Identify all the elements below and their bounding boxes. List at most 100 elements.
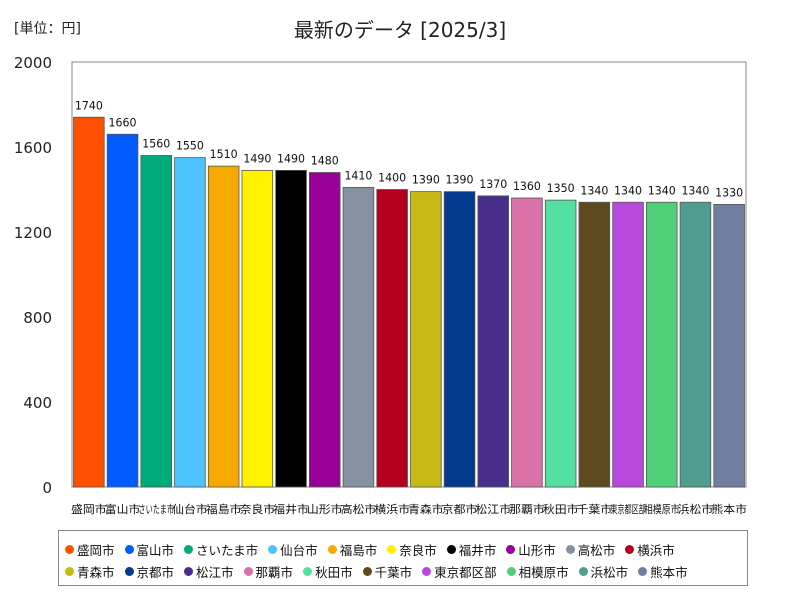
bar — [376, 189, 408, 488]
legend-label: 福井市 — [458, 542, 497, 558]
x-tick-label: 京都市 — [442, 502, 478, 516]
bar-chart: 0 400 800 1200 1600 2000 1740 盛岡市 1660 富山市 1560 さいた… — [14, 54, 747, 516]
x-tick-label: 富山市 — [105, 502, 141, 516]
legend-label: 高松市 — [577, 542, 616, 558]
legend-swatch — [387, 544, 397, 554]
legend-swatch — [506, 544, 516, 554]
bar — [140, 155, 172, 488]
unit-label: [単位：円] — [14, 21, 81, 37]
data-label: 1340 — [681, 183, 709, 197]
legend-label: 秋田市 — [315, 564, 353, 580]
legend-item: 福島市 — [327, 538, 377, 560]
bar — [511, 197, 543, 488]
legend-swatch — [625, 544, 635, 554]
x-tick-label: 奈良市 — [240, 502, 276, 516]
legend-item: 盛岡市 — [65, 538, 115, 560]
bar — [578, 201, 611, 488]
legend-item: 相模原市 — [506, 560, 569, 582]
legend-label: 相模原市 — [518, 564, 569, 580]
data-label: 1490 — [277, 151, 305, 165]
legend-item: 福井市 — [446, 538, 497, 560]
legend-item: 横浜市 — [625, 538, 675, 560]
bar — [713, 203, 745, 488]
legend-label: 千葉市 — [374, 564, 413, 580]
data-label: 1360 — [513, 179, 541, 193]
legend-label: 熊本市 — [650, 564, 688, 580]
y-tick-label: 800 — [23, 309, 52, 327]
x-tick-label: 熊本市 — [711, 502, 747, 516]
chart-legend: 盛岡市 富山市 さいたま市 仙台市 福島市 奈良市 福井市 山形市 高松市 横浜市 青森市 京都市 松江… — [58, 530, 748, 586]
legend-item: 山形市 — [506, 538, 556, 560]
legend-item: 奈良市 — [387, 538, 437, 560]
legend-swatch — [565, 544, 575, 554]
bar — [73, 116, 105, 488]
x-tick-label: 那覇市 — [509, 502, 545, 516]
legend-swatch — [638, 566, 648, 576]
legend-swatch — [184, 544, 194, 554]
data-label: 1410 — [344, 168, 372, 182]
data-label: 1370 — [479, 177, 507, 191]
legend-label: 松江市 — [196, 564, 234, 580]
x-tick-label: 浜松市 — [678, 502, 714, 516]
legend-label: 那覇市 — [255, 564, 294, 580]
bar — [410, 191, 442, 488]
legend-swatch — [184, 566, 194, 576]
data-label: 1550 — [176, 139, 204, 153]
legend-swatch — [124, 544, 134, 554]
legend-label: 横浜市 — [637, 542, 675, 558]
legend-swatch — [65, 544, 74, 554]
x-tick-label: 横浜市 — [374, 502, 410, 516]
legend-item: 京都市 — [124, 560, 174, 582]
bar — [207, 165, 240, 488]
x-tick-label: 青森市 — [408, 502, 444, 516]
legend-swatch — [303, 566, 313, 576]
data-label: 1340 — [614, 183, 642, 197]
data-label: 1510 — [210, 147, 238, 161]
legend-label: 青森市 — [77, 564, 115, 580]
legend-swatch — [446, 544, 456, 554]
legend-item: 浜松市 — [578, 560, 629, 582]
legend-item: 高松市 — [565, 538, 616, 560]
legend-swatch — [327, 544, 337, 554]
x-tick-label: 東京都区部 — [610, 502, 646, 516]
legend-swatch — [578, 566, 588, 576]
data-label: 1560 — [142, 137, 170, 151]
legend-item: 松江市 — [184, 560, 234, 582]
bar — [544, 199, 577, 488]
legend-label: 盛岡市 — [77, 542, 115, 558]
bar — [174, 157, 206, 488]
legend-item: 那覇市 — [243, 560, 294, 582]
x-tick-label: 仙台市 — [172, 502, 208, 516]
data-label: 1400 — [378, 171, 406, 185]
x-tick-label: 高松市 — [341, 502, 377, 516]
y-tick-label: 400 — [23, 394, 52, 412]
y-tick-label: 1600 — [14, 139, 52, 157]
y-tick-label: 0 — [42, 479, 52, 497]
legend-swatch — [268, 544, 278, 554]
x-tick-label: 山形市 — [307, 502, 343, 516]
data-label: 1660 — [109, 115, 137, 129]
legend-item: 熊本市 — [638, 560, 688, 582]
legend-swatch — [65, 566, 74, 576]
legend-label: さいたま市 — [196, 542, 259, 558]
x-tick-label: 秋田市 — [543, 502, 579, 516]
y-tick-label: 1200 — [14, 224, 52, 242]
bar — [106, 133, 139, 488]
legend-swatch — [124, 566, 134, 576]
y-tick-label: 2000 — [14, 54, 52, 72]
x-tick-label: 千葉市 — [577, 502, 613, 516]
bar — [646, 201, 678, 488]
legend-label: 山形市 — [518, 542, 556, 558]
data-label: 1390 — [412, 173, 440, 187]
legend-label: 東京都区部 — [434, 564, 497, 580]
bar — [241, 169, 274, 488]
legend-label: 浜松市 — [590, 564, 629, 580]
legend-item: 東京都区部 — [422, 560, 497, 582]
data-label: 1480 — [311, 154, 339, 168]
legend-label: 仙台市 — [280, 542, 318, 558]
x-tick-label: 盛岡市 — [71, 502, 107, 516]
legend-item: 千葉市 — [362, 560, 413, 582]
x-tick-label: 相模原市 — [644, 502, 680, 516]
x-tick-label: 福島市 — [206, 502, 242, 516]
data-label: 1340 — [648, 183, 676, 197]
